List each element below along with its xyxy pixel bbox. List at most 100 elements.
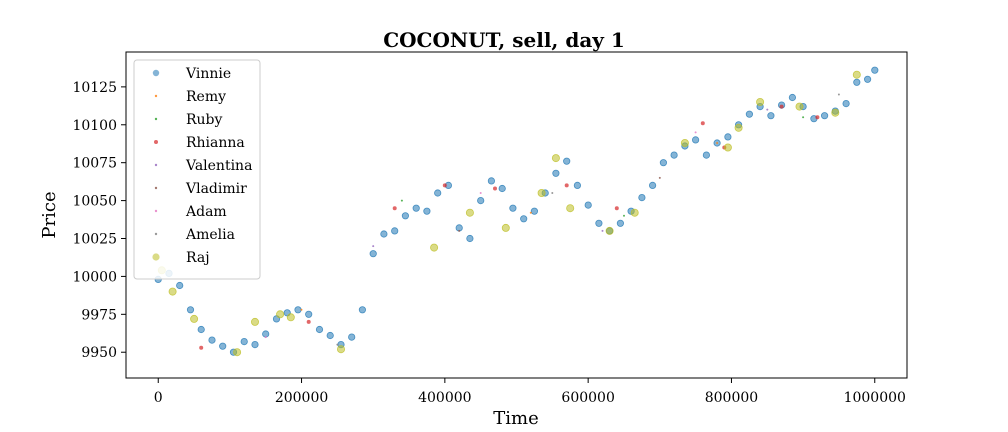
y-axis-ticks: 9950 9975 10000 10025 10050 10075 10100 10125 [72, 80, 126, 361]
data-point-raj [630, 208, 639, 217]
legend-marker-amelia [154, 232, 158, 236]
data-point-raj [566, 204, 575, 213]
y-tick-label: 10075 [72, 156, 117, 172]
data-point-raj [605, 226, 614, 235]
data-point-vinnie [638, 194, 646, 202]
x-tick-label: 600000 [561, 390, 614, 406]
y-tick-label: 10100 [72, 118, 117, 134]
data-point-vinnie [595, 219, 603, 227]
data-point-valentina [766, 108, 769, 111]
legend-marker-rhianna [154, 140, 158, 144]
data-point-raj [336, 345, 345, 354]
data-point-raj [680, 138, 689, 147]
y-tick-label: 10050 [72, 194, 117, 210]
data-points [154, 66, 879, 357]
x-tick-label: 1000000 [844, 390, 906, 406]
data-point-raj [852, 70, 861, 79]
legend-entry-amelia: Amelia [185, 227, 235, 243]
data-point-raj [430, 243, 439, 252]
data-point-raj [756, 98, 765, 107]
data-point-vinnie [369, 250, 377, 258]
data-point-raj [250, 317, 259, 326]
data-point-raj [168, 287, 177, 296]
data-point-vinnie [724, 133, 732, 141]
data-point-vinnie [670, 151, 678, 159]
legend-entry-adam: Adam [185, 204, 227, 220]
data-point-vinnie [208, 336, 216, 344]
data-point-vinnie [702, 151, 711, 159]
data-point-vinnie [240, 337, 248, 346]
data-point-vinnie [573, 181, 582, 189]
data-point-vinnie [412, 204, 420, 212]
data-point-raj [795, 102, 804, 111]
data-point-vinnie [186, 306, 195, 314]
data-point-rhianna [392, 206, 397, 211]
data-point-rhianna [442, 183, 447, 188]
data-point-vinnie [294, 306, 302, 314]
x-tick-label: 200000 [275, 390, 328, 406]
data-point-vinnie [648, 181, 657, 189]
y-tick-label: 9950 [81, 345, 117, 361]
data-point-vinnie [348, 333, 356, 341]
legend-marker-vinnie [152, 69, 160, 77]
data-point-raj [723, 143, 732, 152]
chart-title: COCONUT, sell, day 1 [383, 28, 625, 52]
data-point-raj [537, 188, 546, 197]
data-point-vinnie [358, 306, 366, 314]
y-tick-label: 10125 [72, 80, 117, 96]
x-axis-label: Time [493, 408, 538, 429]
data-point-vinnie [498, 184, 506, 193]
y-tick-label: 10000 [72, 269, 117, 285]
data-point-ruby [623, 214, 625, 217]
data-point-vinnie [326, 331, 334, 340]
data-point-vinnie [552, 169, 560, 177]
legend-entry-remy: Remy [186, 89, 226, 105]
data-point-adam [264, 336, 267, 339]
legend-entry-valentina: Valentina [185, 158, 252, 174]
data-point-valentina [601, 229, 604, 232]
data-point-vinnie [423, 207, 431, 215]
data-point-vinnie [820, 112, 829, 120]
data-point-vinnie [767, 112, 775, 120]
data-point-vinnie [530, 207, 539, 215]
data-point-vinnie [477, 197, 485, 205]
data-point-vinnie [563, 157, 571, 165]
legend-marker-ruby [154, 117, 158, 121]
data-point-vinnie [305, 310, 313, 318]
data-point-vinnie [788, 93, 797, 102]
x-tick-label: 0 [154, 390, 163, 406]
data-point-rhianna [779, 104, 784, 109]
data-point-rhianna [493, 186, 497, 191]
data-point-rhianna [614, 206, 619, 211]
data-point-vinnie [487, 177, 495, 185]
legend-entry-vinnie: Vinnie [185, 66, 231, 82]
plot-frame [125, 51, 908, 379]
data-point-vinnie [466, 234, 474, 243]
data-point-raj [465, 208, 474, 217]
data-point-rhianna [815, 115, 820, 120]
data-point-raj [501, 223, 510, 232]
data-point-vinnie [842, 100, 850, 108]
legend-entry-raj: Raj [186, 250, 210, 266]
data-point-rhianna [564, 183, 569, 188]
data-point-vinnie [176, 281, 184, 290]
data-point-vinnie [197, 325, 205, 334]
data-point-vinnie [659, 159, 668, 167]
x-axis-ticks: 0 200000 400000 600000 800000 1000000 [154, 378, 906, 406]
data-point-vinnie [391, 227, 399, 235]
data-point-vinnie [315, 325, 324, 334]
data-point-ruby [802, 116, 805, 119]
y-tick-label: 10025 [72, 232, 117, 248]
data-point-remy [716, 142, 719, 144]
data-point-valentina [372, 245, 375, 248]
data-point-vinnie [871, 66, 879, 74]
data-point-vinnie [853, 78, 861, 86]
data-point-vinnie [745, 110, 754, 118]
data-point-vinnie [520, 215, 528, 223]
data-point-vladimir [458, 229, 461, 232]
legend-entry-vladimir: Vladimir [185, 181, 247, 197]
data-point-raj [551, 154, 560, 163]
data-point-vinnie [863, 75, 872, 83]
data-point-adam [479, 192, 482, 194]
legend-box [133, 59, 261, 280]
